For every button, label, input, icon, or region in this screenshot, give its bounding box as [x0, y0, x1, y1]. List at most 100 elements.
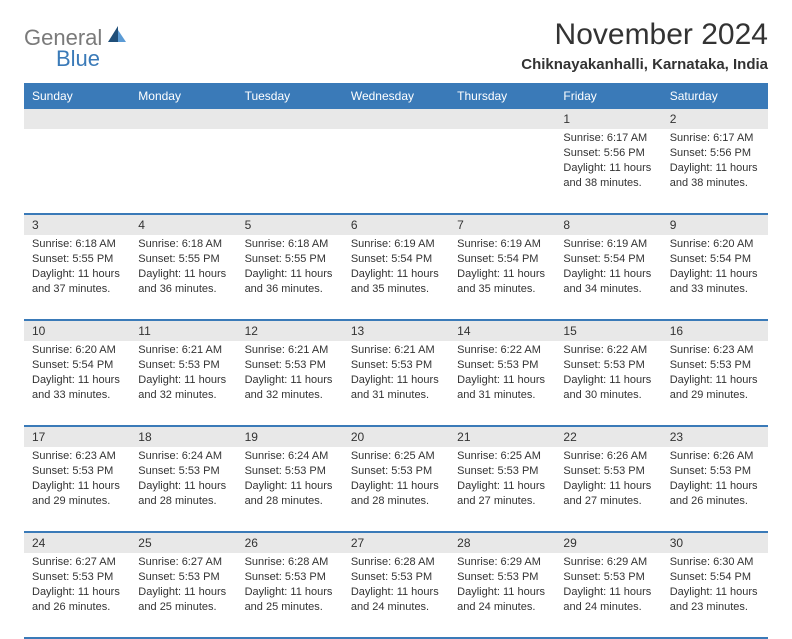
day-line: Sunrise: 6:26 AM — [563, 449, 653, 464]
day-line: Sunrise: 6:20 AM — [670, 237, 760, 252]
day-number: 13 — [343, 321, 449, 341]
day-cell: Sunrise: 6:25 AMSunset: 5:53 PMDaylight:… — [343, 447, 449, 531]
brand-sail-icon — [106, 24, 128, 51]
day-number: 6 — [343, 215, 449, 235]
day-line: Sunset: 5:54 PM — [670, 570, 760, 585]
day-line: Sunset: 5:53 PM — [245, 358, 335, 373]
day-line: Sunset: 5:53 PM — [670, 464, 760, 479]
day-number — [237, 109, 343, 129]
day-details: Sunrise: 6:26 AMSunset: 5:53 PMDaylight:… — [563, 449, 653, 508]
day-line: Sunset: 5:55 PM — [245, 252, 335, 267]
day-number — [130, 109, 236, 129]
day-number: 21 — [449, 427, 555, 447]
day-line: Daylight: 11 hours — [32, 479, 122, 494]
day-line: and 31 minutes. — [351, 388, 441, 403]
daynum-row: 10111213141516 — [24, 321, 768, 341]
title-block: November 2024 Chiknayakanhalli, Karnatak… — [521, 18, 768, 73]
day-line: Daylight: 11 hours — [245, 267, 335, 282]
day-header-mon: Monday — [130, 83, 236, 109]
day-line: and 29 minutes. — [670, 388, 760, 403]
day-number — [449, 109, 555, 129]
day-details: Sunrise: 6:28 AMSunset: 5:53 PMDaylight:… — [351, 555, 441, 614]
day-number: 8 — [555, 215, 661, 235]
day-number: 3 — [24, 215, 130, 235]
day-line: Daylight: 11 hours — [245, 373, 335, 388]
day-cell: Sunrise: 6:20 AMSunset: 5:54 PMDaylight:… — [662, 235, 768, 319]
day-line: and 27 minutes. — [457, 494, 547, 509]
day-line: Sunrise: 6:25 AM — [351, 449, 441, 464]
day-cell: Sunrise: 6:19 AMSunset: 5:54 PMDaylight:… — [555, 235, 661, 319]
day-details: Sunrise: 6:19 AMSunset: 5:54 PMDaylight:… — [563, 237, 653, 296]
day-details: Sunrise: 6:18 AMSunset: 5:55 PMDaylight:… — [245, 237, 335, 296]
day-cell: Sunrise: 6:29 AMSunset: 5:53 PMDaylight:… — [555, 553, 661, 637]
day-line: and 26 minutes. — [670, 494, 760, 509]
day-line: and 38 minutes. — [670, 176, 760, 191]
daynum-row: 17181920212223 — [24, 427, 768, 447]
day-line: Sunrise: 6:19 AM — [457, 237, 547, 252]
day-line: Sunset: 5:53 PM — [245, 570, 335, 585]
header: General Blue November 2024 Chiknayakanha… — [24, 18, 768, 73]
day-cell: Sunrise: 6:24 AMSunset: 5:53 PMDaylight:… — [237, 447, 343, 531]
day-line: Sunset: 5:53 PM — [563, 570, 653, 585]
day-line: Sunset: 5:56 PM — [563, 146, 653, 161]
day-line: Sunrise: 6:24 AM — [138, 449, 228, 464]
day-details: Sunrise: 6:24 AMSunset: 5:53 PMDaylight:… — [138, 449, 228, 508]
day-line: Sunrise: 6:23 AM — [32, 449, 122, 464]
day-cell: Sunrise: 6:27 AMSunset: 5:53 PMDaylight:… — [130, 553, 236, 637]
day-line: Daylight: 11 hours — [563, 585, 653, 600]
day-number — [343, 109, 449, 129]
day-cell: Sunrise: 6:24 AMSunset: 5:53 PMDaylight:… — [130, 447, 236, 531]
day-line: Daylight: 11 hours — [670, 585, 760, 600]
day-cell: Sunrise: 6:30 AMSunset: 5:54 PMDaylight:… — [662, 553, 768, 637]
day-line: Sunrise: 6:18 AM — [138, 237, 228, 252]
calendar-day-header: Sunday Monday Tuesday Wednesday Thursday… — [24, 83, 768, 109]
day-line: and 37 minutes. — [32, 282, 122, 297]
day-line: and 24 minutes. — [351, 600, 441, 615]
daynum-row: 24252627282930 — [24, 533, 768, 553]
day-line: Daylight: 11 hours — [670, 373, 760, 388]
day-line: Sunrise: 6:18 AM — [245, 237, 335, 252]
day-line: and 36 minutes. — [245, 282, 335, 297]
day-line: Daylight: 11 hours — [670, 267, 760, 282]
day-line: Sunrise: 6:30 AM — [670, 555, 760, 570]
day-line: Daylight: 11 hours — [245, 585, 335, 600]
day-number: 2 — [662, 109, 768, 129]
day-line: and 26 minutes. — [32, 600, 122, 615]
day-line: and 34 minutes. — [563, 282, 653, 297]
day-line: Sunset: 5:53 PM — [563, 464, 653, 479]
day-cell: Sunrise: 6:19 AMSunset: 5:54 PMDaylight:… — [449, 235, 555, 319]
day-number: 23 — [662, 427, 768, 447]
day-line: Sunset: 5:55 PM — [32, 252, 122, 267]
day-line: Daylight: 11 hours — [351, 585, 441, 600]
day-header-tue: Tuesday — [237, 83, 343, 109]
day-number: 25 — [130, 533, 236, 553]
day-details: Sunrise: 6:21 AMSunset: 5:53 PMDaylight:… — [245, 343, 335, 402]
day-line: and 28 minutes. — [245, 494, 335, 509]
day-line: Sunset: 5:53 PM — [563, 358, 653, 373]
day-cell: Sunrise: 6:28 AMSunset: 5:53 PMDaylight:… — [343, 553, 449, 637]
day-line: and 38 minutes. — [563, 176, 653, 191]
day-line: Daylight: 11 hours — [245, 479, 335, 494]
day-number: 9 — [662, 215, 768, 235]
day-number: 26 — [237, 533, 343, 553]
day-header-sat: Saturday — [662, 83, 768, 109]
day-line: and 33 minutes. — [670, 282, 760, 297]
day-cell — [343, 129, 449, 213]
day-number: 18 — [130, 427, 236, 447]
day-cell: Sunrise: 6:18 AMSunset: 5:55 PMDaylight:… — [24, 235, 130, 319]
month-title: November 2024 — [521, 18, 768, 52]
day-line: Sunrise: 6:29 AM — [457, 555, 547, 570]
day-cell: Sunrise: 6:28 AMSunset: 5:53 PMDaylight:… — [237, 553, 343, 637]
day-cell: Sunrise: 6:17 AMSunset: 5:56 PMDaylight:… — [662, 129, 768, 213]
day-number: 12 — [237, 321, 343, 341]
day-line: Daylight: 11 hours — [138, 585, 228, 600]
day-line: Sunrise: 6:21 AM — [245, 343, 335, 358]
day-line: Daylight: 11 hours — [32, 585, 122, 600]
day-cell: Sunrise: 6:21 AMSunset: 5:53 PMDaylight:… — [130, 341, 236, 425]
day-number: 7 — [449, 215, 555, 235]
day-line: Sunrise: 6:27 AM — [138, 555, 228, 570]
day-details: Sunrise: 6:19 AMSunset: 5:54 PMDaylight:… — [351, 237, 441, 296]
daynum-row: 12 — [24, 109, 768, 129]
day-header-wed: Wednesday — [343, 83, 449, 109]
day-line: Sunset: 5:53 PM — [457, 358, 547, 373]
